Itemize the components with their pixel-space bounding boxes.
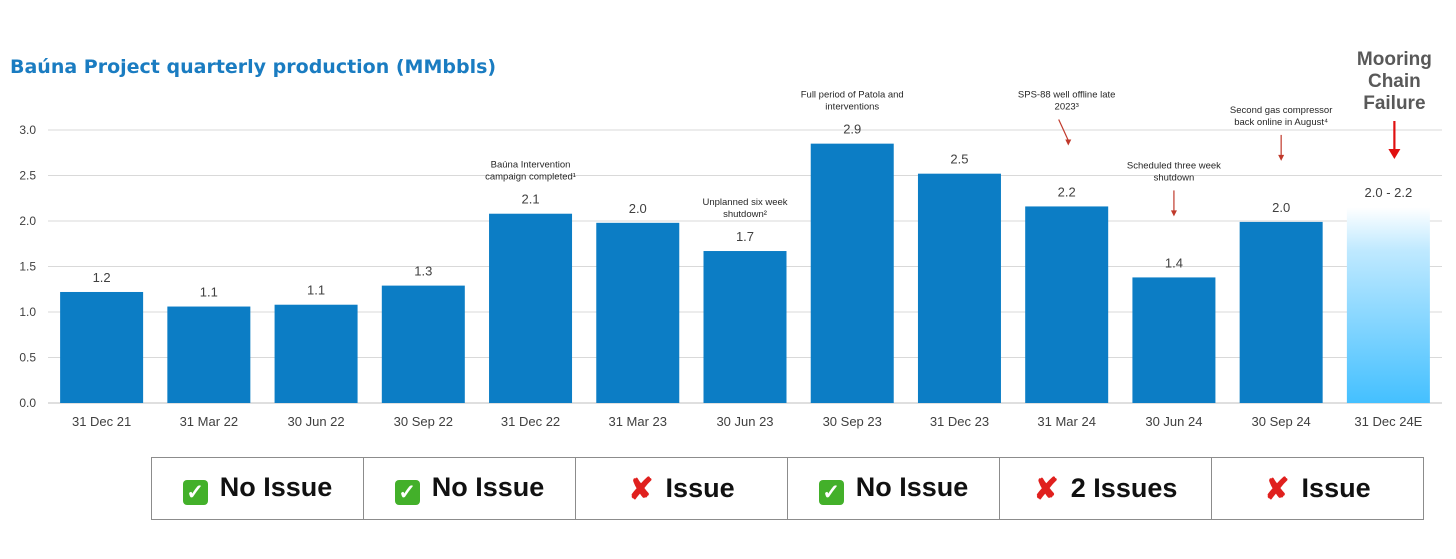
annotation-text: 2023³ [1055,101,1079,112]
status-label: Issue [665,473,735,503]
bar [381,285,465,403]
check-icon: ✓ [182,480,208,505]
status-cell: ✘ Issue [575,457,788,520]
data-label: 2.5 [950,152,968,167]
data-label: 1.7 [736,229,754,244]
bar [489,213,573,403]
x-tick-label: 31 Dec 24E [1354,414,1422,429]
bar [596,222,680,403]
x-tick-label: 30 Sep 22 [394,414,453,429]
bar [917,173,1001,403]
x-tick-label: 31 Dec 23 [930,414,989,429]
check-icon: ✓ [394,480,420,505]
bar [60,291,144,403]
data-label: 1.2 [93,270,111,285]
annotation-text: interventions [825,102,879,113]
arrow-head-icon [1278,154,1285,161]
arrow-head-icon [1388,149,1401,159]
data-label: 1.4 [1165,255,1183,270]
x-tick-label: 30 Sep 24 [1252,414,1311,429]
data-label: 2.0 - 2.2 [1365,185,1413,200]
y-tick-label: 3.0 [19,123,36,137]
annotation-text: Second gas compressor [1230,105,1332,116]
x-tick-label: 31 Dec 21 [72,414,131,429]
data-label: 2.0 [1272,200,1290,215]
status-cell: ✓ No Issue [363,457,576,520]
data-label: 1.1 [200,285,218,300]
check-icon: ✓ [818,480,844,505]
arrow-head-icon [1170,210,1177,217]
annotation-text: SPS-88 well offline late [1018,89,1116,100]
bar [810,143,894,403]
data-label: 2.9 [843,122,861,137]
status-label: No Issue [431,472,545,502]
status-cell: ✓ No Issue [151,457,364,520]
cross-icon: ✘ [1033,473,1059,506]
y-tick-label: 1.5 [19,260,36,274]
status-label: Issue [1301,473,1371,503]
annotation-text: Chain [1368,71,1421,92]
status-label: No Issue [219,472,333,502]
bar [167,306,251,403]
x-tick-label: 30 Jun 22 [288,414,345,429]
bar [1239,221,1323,403]
arrow-head-icon [1065,139,1072,146]
cross-icon: ✘ [1264,473,1290,506]
status-table: ✓ No Issue ✓ No Issue ✘ Issue ✓ No Issue ✘ 2 … [151,457,1424,520]
x-tick-label: 30 Sep 23 [823,414,882,429]
arrow-icon [1058,119,1069,141]
x-tick-label: 31 Dec 22 [501,414,560,429]
y-tick-label: 2.0 [19,214,36,228]
annotation-text: Failure [1363,93,1425,114]
status-label: 2 Issues [1070,473,1178,503]
production-chart: Baúna Project quarterly production (MMbb… [10,49,1442,429]
x-tick-label: 31 Mar 24 [1037,414,1096,429]
y-tick-label: 2.5 [19,169,36,183]
status-cell: ✘ 2 Issues [999,457,1212,520]
annotation-text: Full period of Patola and [801,90,904,101]
x-tick-label: 30 Jun 23 [716,414,773,429]
y-tick-label: 0.0 [19,396,36,410]
data-label: 1.1 [307,283,325,298]
bar [274,304,358,403]
data-label: 2.0 [629,201,647,216]
y-tick-label: 0.5 [19,351,36,365]
annotation-text: Scheduled three week [1127,160,1221,171]
annotation-text: shutdown [1154,172,1195,183]
status-cell: ✘ Issue [1211,457,1424,520]
data-label: 2.1 [521,192,539,207]
data-label: 2.2 [1058,184,1076,199]
x-tick-label: 31 Mar 23 [608,414,667,429]
annotation-text: Baúna Intervention [491,160,571,171]
chart-title: Baúna Project quarterly production (MMbb… [10,56,496,78]
annotation-text: back online in August⁴ [1234,117,1328,128]
annotation-text: campaign completed¹ [485,172,576,183]
bar-estimate [1346,207,1430,403]
annotation-text: Mooring [1357,49,1432,70]
bar [1025,206,1109,403]
x-tick-label: 31 Mar 22 [180,414,239,429]
annotation-text: shutdown² [723,209,767,220]
status-label: No Issue [855,472,969,502]
status-cell: ✓ No Issue [787,457,1000,520]
bar [703,251,787,403]
annotation-text: Unplanned six week [702,197,787,208]
x-tick-label: 30 Jun 24 [1145,414,1202,429]
data-label: 1.3 [414,264,432,279]
bar [1132,277,1216,403]
cross-icon: ✘ [628,473,654,506]
y-tick-label: 1.0 [19,305,36,319]
